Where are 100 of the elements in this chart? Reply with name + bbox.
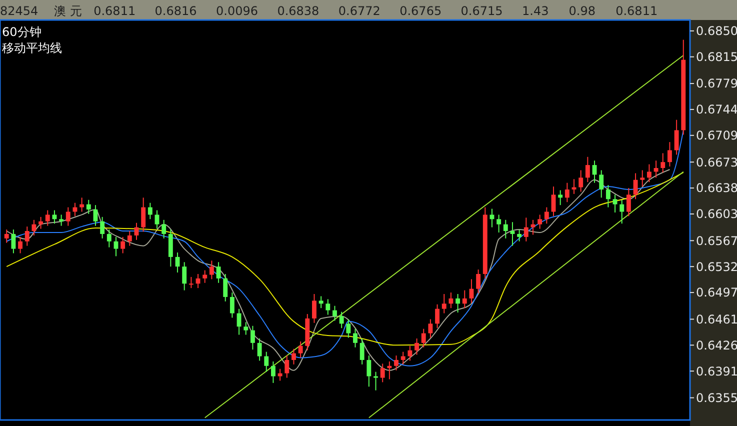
- candlestick: [456, 294, 460, 314]
- candlestick: [100, 216, 105, 239]
- candlestick: [585, 156, 590, 183]
- candlestick: [223, 273, 228, 302]
- candlestick: [264, 351, 269, 372]
- text: 澳 元: [54, 4, 82, 18]
- candlestick: [674, 119, 679, 156]
- candlestick: [421, 328, 426, 348]
- y-tick-label: 0.6497: [696, 286, 737, 300]
- candlestick: [503, 219, 508, 239]
- candlestick: [257, 338, 262, 362]
- candlestick: [476, 269, 481, 294]
- candlestick: [236, 308, 242, 336]
- line-series: [6, 172, 684, 346]
- y-tick-label: 0.6815: [696, 50, 737, 64]
- y-tick-label: 0.6426: [696, 338, 737, 352]
- candlestick: [168, 229, 173, 268]
- candlestick: [394, 355, 398, 371]
- candlestick: [558, 190, 563, 206]
- candlestick: [271, 360, 276, 384]
- candlestick: [66, 206, 70, 226]
- candlestick: [32, 219, 36, 236]
- candlestick: [633, 172, 638, 200]
- candlestick: [4, 229, 9, 244]
- y-tick-label: 0.6850: [696, 24, 737, 38]
- candlestick: [380, 363, 385, 383]
- candlestick: [318, 296, 324, 309]
- candlestick: [202, 270, 208, 284]
- candlestick: [106, 229, 112, 248]
- candlestick: [339, 311, 344, 329]
- candlestick: [162, 219, 166, 239]
- candlestick: [148, 202, 152, 220]
- candlestick: [332, 305, 337, 322]
- candlestick: [414, 338, 419, 356]
- candlestick: [154, 210, 160, 230]
- candlestick: [80, 197, 84, 212]
- candlestick: [45, 210, 50, 226]
- candlestick: [278, 368, 282, 382]
- text: 移动平均线: [2, 41, 62, 55]
- y-tick-label: 0.6603: [696, 207, 737, 222]
- candlestick: [387, 360, 392, 380]
- line-series: [6, 168, 670, 371]
- candlestick: [496, 214, 502, 233]
- text: 0.6816: [154, 4, 197, 18]
- chart-title: 60分钟: [2, 25, 42, 39]
- candlestick: [510, 222, 515, 246]
- candlestick: [244, 322, 248, 336]
- text: 0.6811: [616, 4, 658, 18]
- candlestick: [599, 170, 604, 198]
- candlestick: [374, 371, 378, 391]
- candlestick: [188, 276, 194, 289]
- candlestick: [400, 351, 406, 365]
- text: 0.6715: [460, 4, 503, 18]
- candlestick: [462, 290, 467, 309]
- y-tick-label: 0.6744: [696, 102, 737, 117]
- candlestick: [654, 160, 658, 178]
- candlestick: [182, 262, 187, 291]
- text: 82454: [0, 4, 38, 18]
- candlestick: [544, 206, 549, 224]
- text: 0.6772: [338, 4, 380, 18]
- candlestick: [530, 219, 536, 236]
- candlestick: [646, 164, 652, 183]
- text: 0.98: [568, 4, 596, 18]
- candlestick: [448, 292, 454, 309]
- candlestick: [141, 197, 146, 232]
- candlestick: [517, 229, 522, 242]
- text: 0.0096: [216, 4, 258, 18]
- y-tick-label: 0.6391: [696, 364, 737, 378]
- candlestick: [209, 260, 214, 280]
- y-tick-label: 0.6673: [696, 155, 737, 170]
- candlestick: [59, 214, 64, 226]
- y-tick-label: 0.6638: [696, 181, 737, 196]
- candlestick: [538, 214, 542, 230]
- line-series: [6, 130, 684, 366]
- candlestick: [428, 318, 433, 338]
- candlestick: [564, 182, 570, 203]
- candlestick: [551, 186, 556, 217]
- text: 1.43: [522, 4, 549, 18]
- text: 0.6811: [94, 4, 136, 18]
- candlestick: [18, 236, 23, 254]
- y-tick-label: 0.6779: [696, 76, 737, 91]
- candlestick: [346, 318, 351, 338]
- candlestick: [284, 355, 290, 378]
- candlestick: [93, 204, 98, 226]
- candlestick: [442, 294, 446, 314]
- text: 0.6838: [277, 4, 320, 18]
- candlestick: [114, 236, 118, 257]
- y-tick-label: 0.6567: [696, 234, 737, 248]
- candlestick: [524, 217, 528, 242]
- text: 0.6765: [400, 4, 442, 18]
- candlestick: [490, 208, 494, 228]
- candlestick: [626, 188, 631, 217]
- candlestick: [620, 199, 624, 224]
- candlestick: [24, 226, 30, 246]
- candlestick: [298, 340, 303, 358]
- candlestick: [312, 294, 316, 324]
- candlestick: [435, 304, 440, 329]
- candlestick: [11, 229, 16, 254]
- y-tick-label: 0.6461: [696, 312, 737, 326]
- candlestick: [120, 236, 126, 254]
